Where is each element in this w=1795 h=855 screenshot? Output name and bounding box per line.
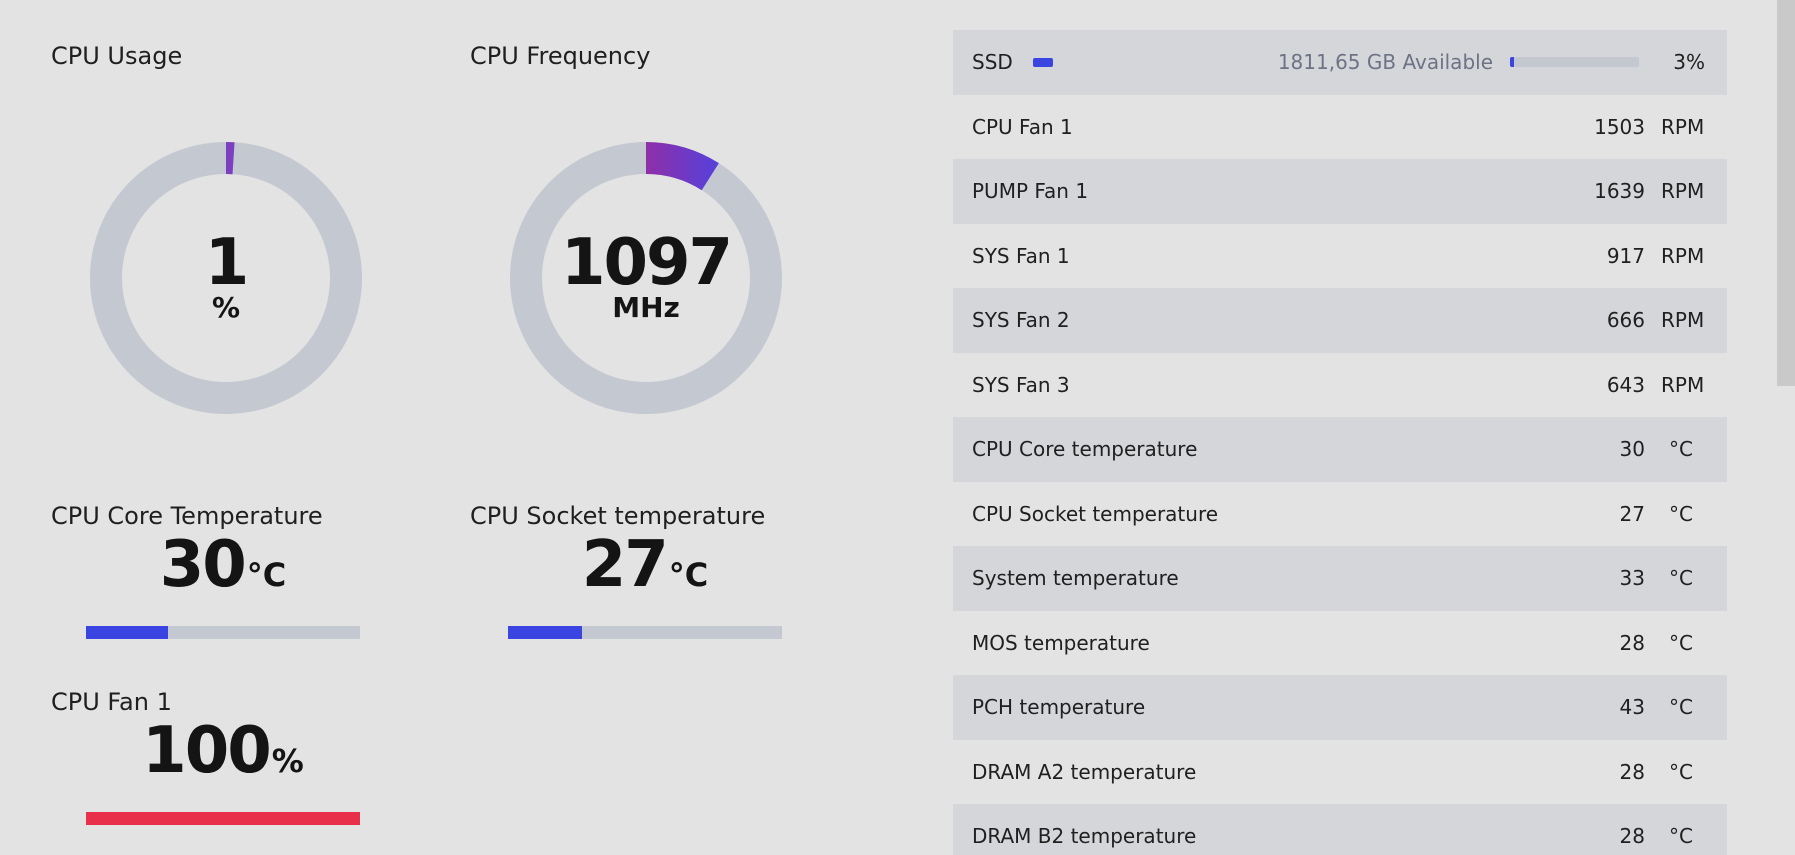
sensor-label: SYS Fan 2 bbox=[972, 308, 1070, 333]
sensor-unit: °C bbox=[1669, 759, 1693, 784]
sensor-label: System temperature bbox=[972, 566, 1179, 591]
cpu-fan-value: 100 bbox=[142, 714, 272, 788]
sensor-value: 28 bbox=[1619, 630, 1645, 655]
cpu-usage-readout: 1 % bbox=[90, 142, 362, 414]
cpu-usage-unit: % bbox=[211, 291, 241, 324]
ssd-available: 1811,65 GB Available bbox=[1277, 50, 1493, 75]
cpu-socket-temp-unit: °C bbox=[668, 556, 709, 594]
sensor-unit: °C bbox=[1669, 824, 1693, 849]
cpu-usage-ring bbox=[90, 142, 362, 414]
sensor-value: 1503 bbox=[1594, 114, 1645, 139]
sensor-value: 28 bbox=[1619, 824, 1645, 849]
sensor-label: CPU Fan 1 bbox=[972, 114, 1073, 139]
sensor-value: 28 bbox=[1619, 759, 1645, 784]
cpu-core-temp-title: CPU Core Temperature bbox=[51, 502, 323, 530]
ssd-label: SSD bbox=[972, 50, 1013, 75]
cpu-core-temp-value: 30 bbox=[159, 528, 247, 602]
sensor-row: DRAM B2 temperature 28 °C bbox=[953, 804, 1727, 855]
cpu-fan-title: CPU Fan 1 bbox=[51, 688, 172, 716]
sensor-unit: RPM bbox=[1661, 243, 1705, 268]
sensor-row: SYS Fan 1 917 RPM bbox=[953, 224, 1727, 289]
sensor-unit: °C bbox=[1669, 501, 1693, 526]
sensor-label: CPU Socket temperature bbox=[972, 501, 1219, 526]
sensor-label: PCH temperature bbox=[972, 695, 1146, 720]
sensor-label: DRAM B2 temperature bbox=[972, 824, 1197, 849]
sensor-value: 27 bbox=[1619, 501, 1645, 526]
ssd-percent: 3% bbox=[1673, 50, 1705, 75]
sensor-row: SYS Fan 3 643 RPM bbox=[953, 353, 1727, 418]
cpu-usage-gauge: 1 % bbox=[90, 142, 362, 414]
sensor-unit: °C bbox=[1669, 437, 1693, 462]
cpu-socket-temp-bar bbox=[508, 626, 782, 639]
sensor-label: MOS temperature bbox=[972, 630, 1150, 655]
sensor-unit: RPM bbox=[1661, 179, 1705, 204]
sensor-unit: °C bbox=[1669, 695, 1693, 720]
cpu-core-temp-readout: 30°C bbox=[86, 528, 360, 602]
sensor-row: MOS temperature 28 °C bbox=[953, 611, 1727, 676]
sensor-row: CPU Core temperature 30 °C bbox=[953, 417, 1727, 482]
cpu-frequency-value: 1097 bbox=[560, 226, 733, 300]
sensor-unit: °C bbox=[1669, 566, 1693, 591]
sensor-value: 917 bbox=[1606, 243, 1645, 268]
sensor-value: 33 bbox=[1619, 566, 1645, 591]
cpu-frequency-ring bbox=[510, 142, 782, 414]
ssd-color-marker bbox=[1033, 58, 1053, 67]
cpu-core-temp-bar-fill bbox=[86, 626, 169, 639]
cpu-socket-temp-bar-fill bbox=[508, 626, 582, 639]
cpu-fan-bar-fill bbox=[86, 812, 360, 825]
sensor-unit: RPM bbox=[1661, 308, 1705, 333]
ssd-usage-bar bbox=[1510, 57, 1639, 67]
cpu-fan-readout: 100% bbox=[86, 714, 360, 788]
sensor-value: 666 bbox=[1606, 308, 1645, 333]
cpu-frequency-ring-arc bbox=[645, 142, 719, 191]
scrollbar-thumb[interactable] bbox=[1777, 0, 1795, 386]
cpu-usage-title: CPU Usage bbox=[51, 42, 183, 70]
cpu-frequency-readout: 1097 MHz bbox=[510, 142, 782, 414]
ssd-row: SSD 1811,65 GB Available 3% bbox=[953, 30, 1727, 95]
sensor-row: CPU Socket temperature 27 °C bbox=[953, 482, 1727, 547]
sensor-row: PUMP Fan 1 1639 RPM bbox=[953, 159, 1727, 224]
sensor-value: 30 bbox=[1619, 437, 1645, 462]
sensor-label: SYS Fan 1 bbox=[972, 243, 1070, 268]
cpu-fan-unit: % bbox=[271, 742, 304, 780]
ssd-usage-bar-fill bbox=[1510, 57, 1514, 67]
cpu-frequency-unit: MHz bbox=[612, 291, 680, 324]
sensor-list: SSD 1811,65 GB Available 3% CPU Fan 1 150… bbox=[953, 30, 1727, 855]
cpu-core-temp-bar bbox=[86, 626, 360, 639]
cpu-usage-value: 1 bbox=[204, 226, 250, 300]
sensor-row: PCH temperature 43 °C bbox=[953, 675, 1727, 740]
cpu-socket-temp-value: 27 bbox=[581, 528, 669, 602]
sensor-value: 43 bbox=[1619, 695, 1645, 720]
sensor-unit: °C bbox=[1669, 630, 1693, 655]
sensor-unit: RPM bbox=[1661, 372, 1705, 397]
sensor-row: SYS Fan 2 666 RPM bbox=[953, 288, 1727, 353]
sensor-label: CPU Core temperature bbox=[972, 437, 1198, 462]
cpu-core-temp-unit: °C bbox=[246, 556, 287, 594]
sensor-unit: RPM bbox=[1661, 114, 1705, 139]
cpu-frequency-gauge: 1097 MHz bbox=[510, 142, 782, 414]
sensor-row: System temperature 33 °C bbox=[953, 546, 1727, 611]
cpu-socket-temp-title: CPU Socket temperature bbox=[470, 502, 766, 530]
cpu-frequency-title: CPU Frequency bbox=[470, 42, 651, 70]
cpu-socket-temp-readout: 27°C bbox=[508, 528, 782, 602]
sensor-label: SYS Fan 3 bbox=[972, 372, 1070, 397]
sensor-value: 643 bbox=[1606, 372, 1645, 397]
sensor-value: 1639 bbox=[1594, 179, 1645, 204]
sensor-row: DRAM A2 temperature 28 °C bbox=[953, 740, 1727, 805]
cpu-fan-bar bbox=[86, 812, 360, 825]
sensor-row: CPU Fan 1 1503 RPM bbox=[953, 95, 1727, 160]
sensor-label: DRAM A2 temperature bbox=[972, 759, 1197, 784]
sensor-label: PUMP Fan 1 bbox=[972, 179, 1089, 204]
